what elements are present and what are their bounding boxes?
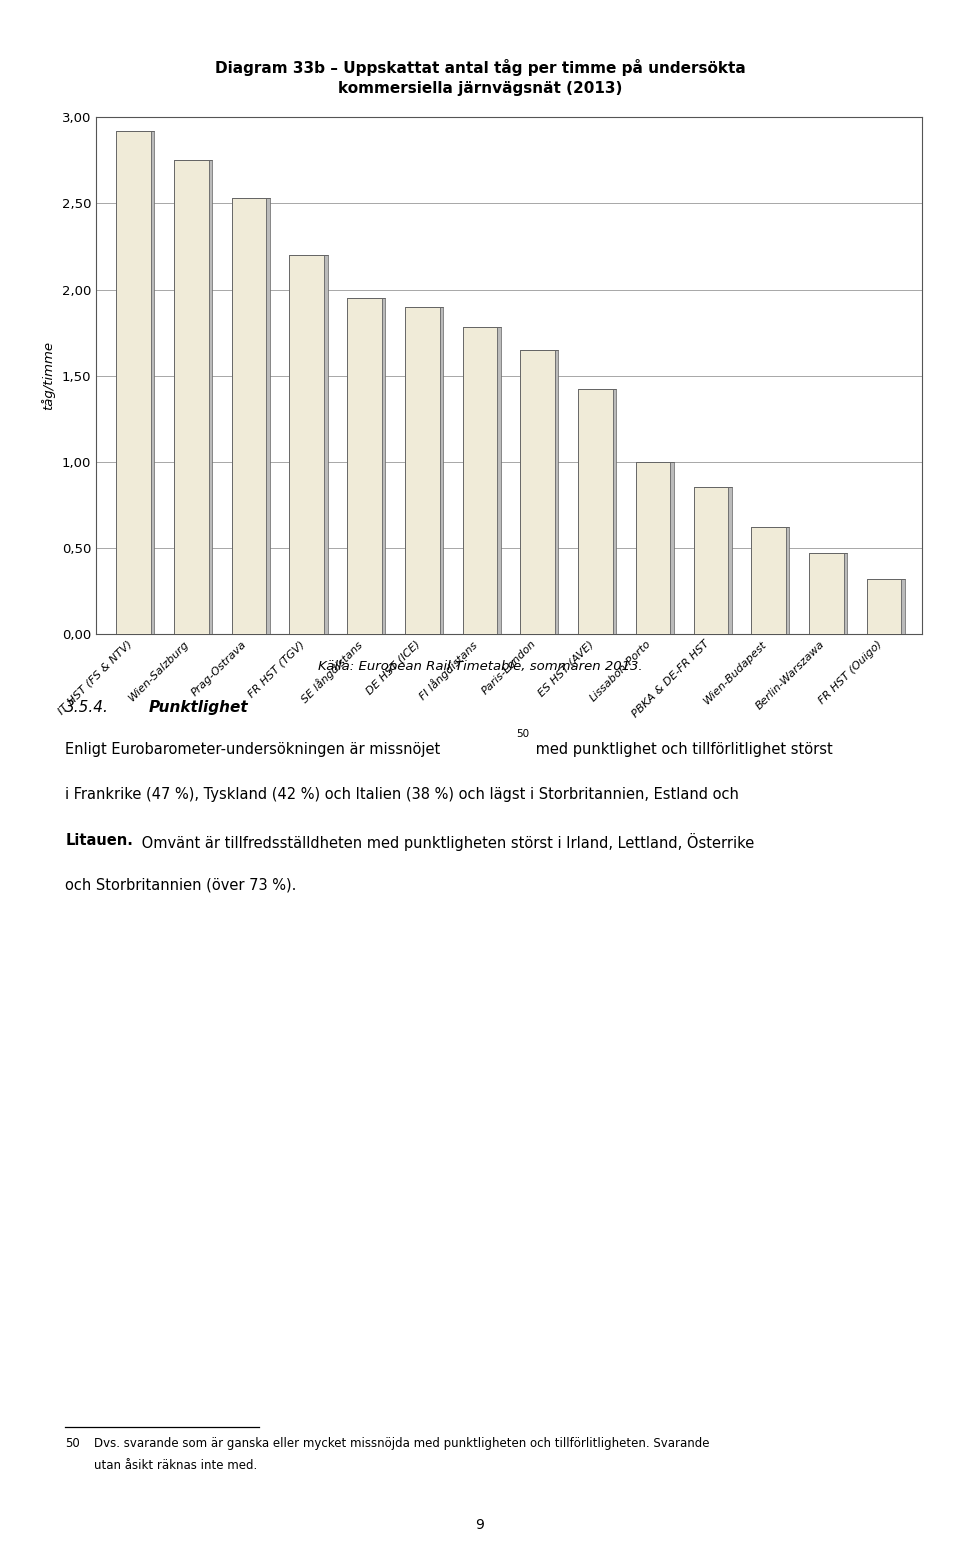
Text: och Storbritannien (över 73 %).: och Storbritannien (över 73 %). <box>65 878 297 894</box>
Bar <box>729 488 732 634</box>
Bar <box>289 255 324 634</box>
Text: 9: 9 <box>475 1518 485 1532</box>
Bar <box>174 160 208 634</box>
Text: 50: 50 <box>65 1437 80 1449</box>
Bar <box>497 327 501 634</box>
Text: kommersiella järnvägsnät (2013): kommersiella järnvägsnät (2013) <box>338 81 622 97</box>
Bar <box>809 552 844 634</box>
Bar <box>578 390 612 634</box>
Bar <box>786 527 789 634</box>
Bar <box>463 327 497 634</box>
Text: i Frankrike (47 %), Tyskland (42 %) och Italien (38 %) och lägst i Storbritannie: i Frankrike (47 %), Tyskland (42 %) och … <box>65 787 739 803</box>
Bar <box>382 299 385 634</box>
Bar <box>901 579 905 634</box>
Bar <box>844 552 847 634</box>
Text: 50: 50 <box>516 729 530 739</box>
Bar <box>151 131 155 634</box>
Bar <box>266 199 270 634</box>
Text: 3.5.4.: 3.5.4. <box>65 700 109 715</box>
Text: Enligt Eurobarometer-undersökningen är missnöjet: Enligt Eurobarometer-undersökningen är m… <box>65 742 441 757</box>
Text: utan åsikt räknas inte med.: utan åsikt räknas inte med. <box>94 1459 257 1471</box>
Bar <box>231 199 266 634</box>
Bar <box>670 462 674 634</box>
Text: Litauen.: Litauen. <box>65 833 133 848</box>
Bar <box>693 488 729 634</box>
Bar <box>208 160 212 634</box>
Bar <box>555 351 559 634</box>
Y-axis label: tåg/timme: tåg/timme <box>40 341 55 410</box>
Bar <box>116 131 151 634</box>
Bar <box>636 462 670 634</box>
Bar <box>520 351 555 634</box>
Text: Punktlighet: Punktlighet <box>149 700 249 715</box>
Bar <box>612 390 616 634</box>
Text: Källa: European Rail Timetable, sommaren 2013.: Källa: European Rail Timetable, sommaren… <box>318 660 642 673</box>
Bar <box>348 299 382 634</box>
Bar <box>867 579 901 634</box>
Text: med punktlighet och tillförlitlighet störst: med punktlighet och tillförlitlighet stö… <box>531 742 832 757</box>
Text: Diagram 33b – Uppskattat antal tåg per timme på undersökta: Diagram 33b – Uppskattat antal tåg per t… <box>215 59 745 77</box>
Text: Omvänt är tillfredsställdheten med punktligheten störst i Irland, Lettland, Öste: Omvänt är tillfredsställdheten med punkt… <box>137 833 755 851</box>
Text: Dvs. svarande som är ganska eller mycket missnöjda med punktligheten och tillför: Dvs. svarande som är ganska eller mycket… <box>94 1437 709 1449</box>
Bar <box>324 255 327 634</box>
Bar <box>440 307 443 634</box>
Bar <box>752 527 786 634</box>
Bar <box>405 307 440 634</box>
